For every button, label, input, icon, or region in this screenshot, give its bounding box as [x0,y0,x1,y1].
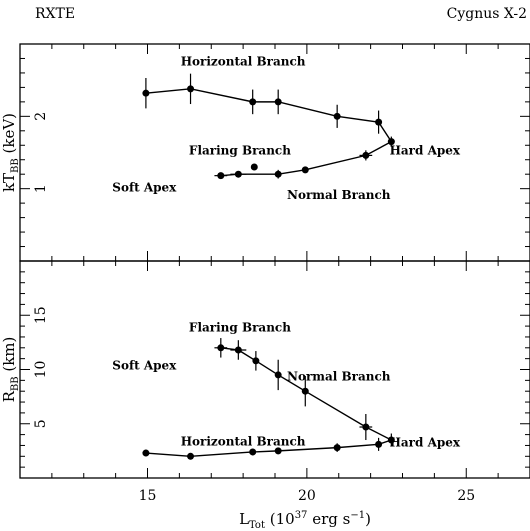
data-point [142,449,150,457]
y-axis-label: kTBB (keV) [0,113,21,192]
y-tick-label: 15 [33,306,49,324]
y-tick-label: 10 [33,361,49,379]
data-point [217,172,225,180]
data-point [362,151,370,159]
y-tick-label: 5 [33,419,49,428]
data-point [252,357,260,365]
y-tick-label: 2 [33,112,49,121]
x-axis-label: LTot (1037 erg s−1) [239,510,371,531]
x-tick-label: 20 [298,488,316,504]
y-axis-label: RBB (km) [0,337,21,403]
series-line [145,88,393,177]
data-point [274,447,282,455]
data-point [333,112,341,120]
data-point [187,85,195,93]
annotation-label: Normal Branch [287,188,391,202]
annotation-label: Hard Apex [390,144,461,158]
data-point [250,163,258,171]
x-tick-label: 25 [457,488,475,504]
annotation-label: Normal Branch [287,369,391,383]
data-point [234,346,242,354]
data-point [375,440,383,448]
annotation-label: Soft Apex [112,181,177,195]
data-point [274,371,282,379]
data-point [375,118,383,126]
data-point [333,444,341,452]
annotation-label: Horizontal Branch [181,434,306,448]
y-tick-label: 1 [33,184,49,193]
data-point [362,423,370,431]
x-tick-label: 15 [139,488,157,504]
header-left: RXTE [35,6,75,22]
annotation-label: Soft Apex [112,359,177,373]
data-point [274,170,282,178]
data-point [301,387,309,395]
data-point [234,170,242,178]
data-point [387,436,395,444]
data-point [387,138,395,146]
annotation-label: Horizontal Branch [181,55,306,69]
data-point [274,98,282,106]
data-point [217,344,225,352]
bottom-panel: 15 20 25 5 10 15 RBB (km) Flaring Branch Soft Ap… [0,260,530,504]
data-point [249,448,257,456]
annotation-label: Flaring Branch [189,321,291,335]
header-right: Cygnus X-2 [447,6,527,22]
annotation-label: Flaring Branch [189,144,291,158]
data-point [187,452,195,460]
data-point [301,166,309,174]
annotation-label: Hard Apex [390,436,461,450]
data-point [142,89,150,97]
data-point [249,98,257,106]
top-panel: 1 2 kTBB (keV) Horizontal Branch Flaring Bra… [0,43,530,262]
